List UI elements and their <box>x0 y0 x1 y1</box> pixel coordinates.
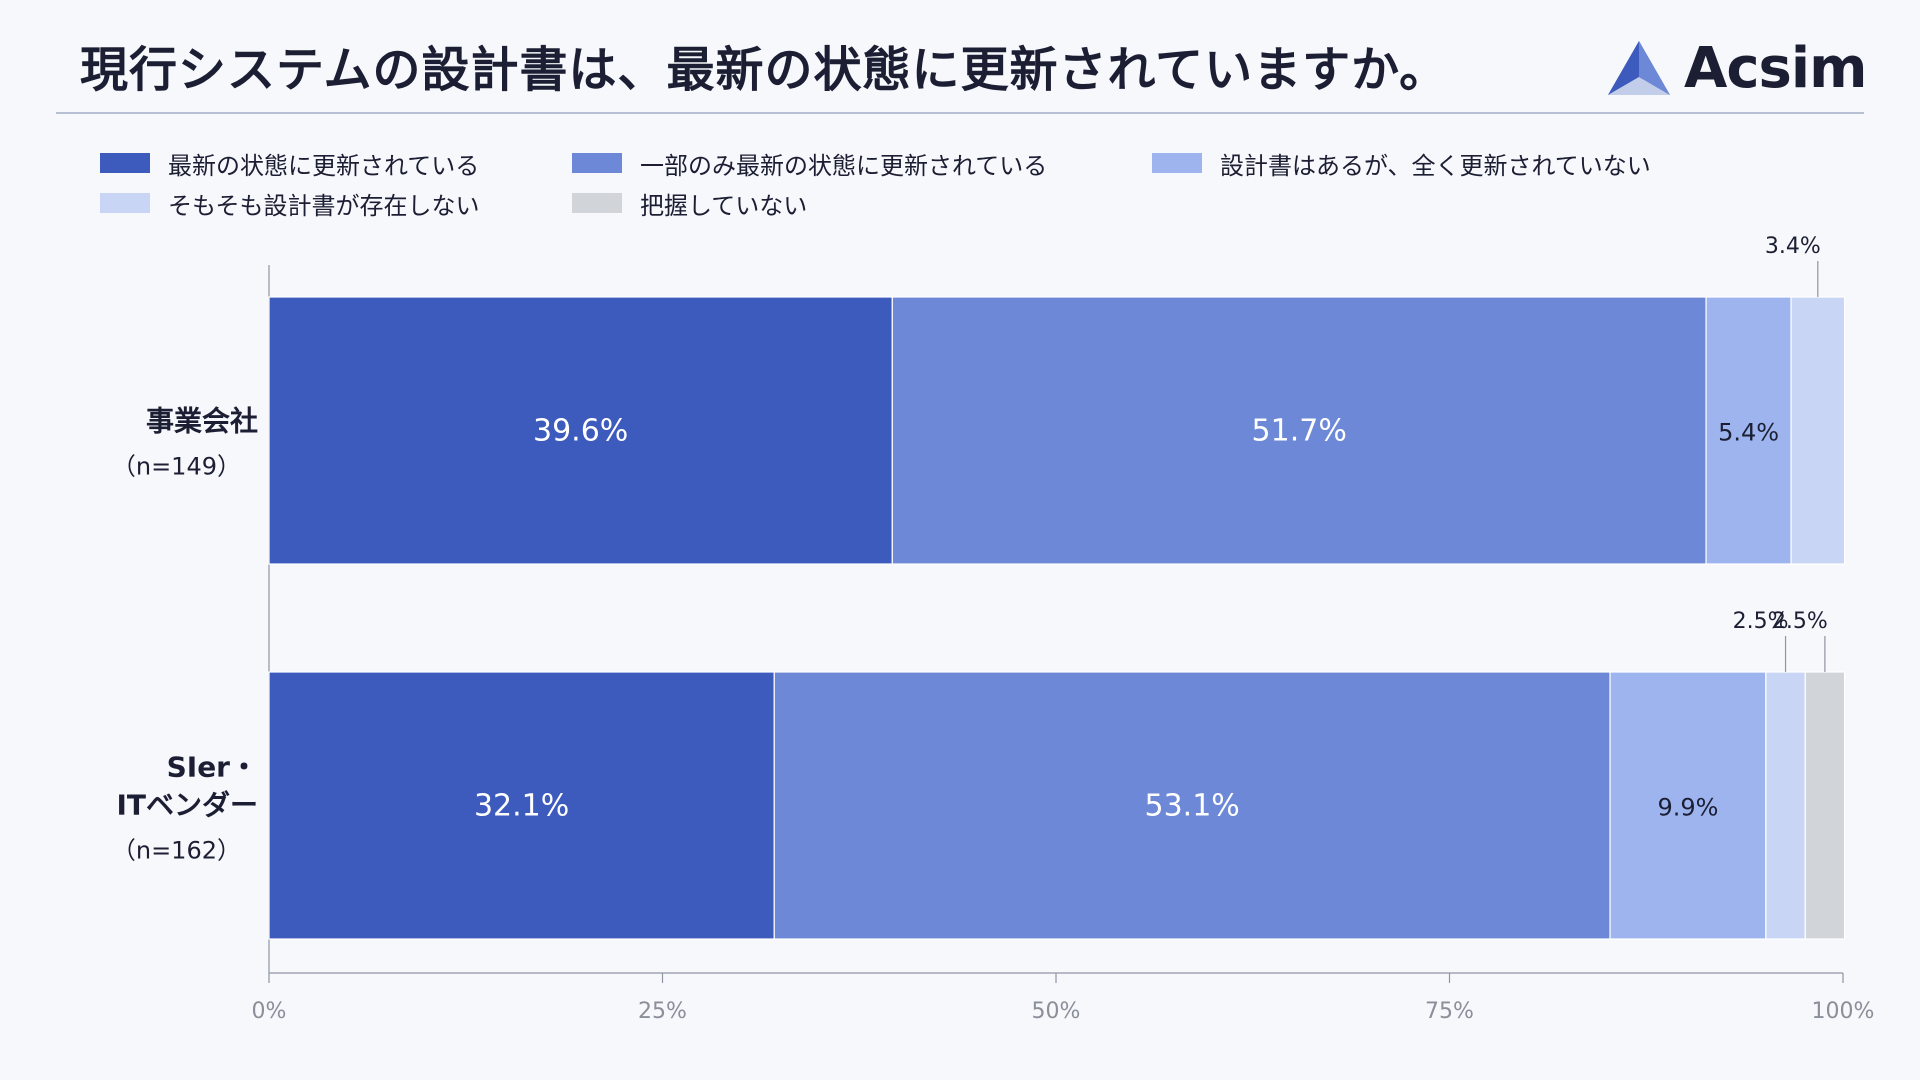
chart-legend: 最新の状態に更新されている 一部のみ最新の状態に更新されている 設計書はあるが、… <box>100 148 1860 228</box>
bar-segment <box>1705 296 1792 565</box>
x-tick-label: 50% <box>1032 999 1081 1024</box>
brand-logo: Acsim <box>1606 35 1867 101</box>
header: 現行システムの設計書は、最新の状態に更新されていますか。 Acsim <box>0 0 1920 118</box>
legend-swatch <box>572 193 622 213</box>
data-label: 51.7% <box>1252 414 1347 449</box>
bar-segment <box>1804 671 1846 940</box>
x-tick-label: 100% <box>1812 999 1875 1024</box>
legend-item-not-updated: 設計書はあるが、全く更新されていない <box>1152 148 1651 180</box>
data-label: 2.5% <box>1733 609 1789 634</box>
data-label: 53.1% <box>1144 789 1239 824</box>
bar-segment <box>268 671 775 940</box>
legend-swatch <box>100 153 150 173</box>
legend-label: 設計書はあるが、全く更新されていない <box>1220 151 1651 180</box>
legend-swatch <box>100 193 150 213</box>
legend-swatch <box>1152 153 1202 173</box>
data-label: 2.5% <box>1772 609 1828 634</box>
data-label: 3.4% <box>1765 234 1821 259</box>
header-divider <box>56 112 1864 114</box>
x-tick-label: 25% <box>638 999 687 1024</box>
category-sample-size: （n=162） <box>112 837 241 865</box>
legend-item-unknown: 把握していない <box>572 188 808 220</box>
x-tick-label: 75% <box>1425 999 1474 1024</box>
data-label: 5.4% <box>1718 419 1779 447</box>
bar-segment <box>773 671 1611 940</box>
data-label: 39.6% <box>533 414 628 449</box>
legend-label: そもそも設計書が存在しない <box>168 191 480 220</box>
category-label: ITベンダー <box>116 789 258 822</box>
legend-label: 最新の状態に更新されている <box>168 151 480 180</box>
category-label: SIer・ <box>167 751 258 784</box>
legend-item-partially-updated: 一部のみ最新の状態に更新されている <box>572 148 1048 180</box>
brand-name: Acsim <box>1684 35 1867 101</box>
acsim-logo-icon <box>1608 41 1670 95</box>
legend-swatch <box>572 153 622 173</box>
data-label: 9.9% <box>1657 794 1718 822</box>
bar-segment <box>1765 671 1806 940</box>
legend-label: 把握していない <box>640 191 808 220</box>
data-label: 32.1% <box>474 789 569 824</box>
legend-label: 一部のみ最新の状態に更新されている <box>640 151 1048 180</box>
category-sample-size: （n=149） <box>112 453 241 481</box>
bar-segment <box>1609 671 1767 940</box>
x-tick-label: 0% <box>252 999 287 1024</box>
page-title: 現行システムの設計書は、最新の状態に更新されていますか。 <box>80 42 1449 98</box>
category-label: 事業会社 <box>146 405 258 438</box>
legend-item-updated: 最新の状態に更新されている <box>100 148 480 180</box>
legend-item-no-documents: そもそも設計書が存在しない <box>100 188 480 220</box>
bar-segment <box>1790 296 1846 565</box>
bar-segment <box>891 296 1707 565</box>
